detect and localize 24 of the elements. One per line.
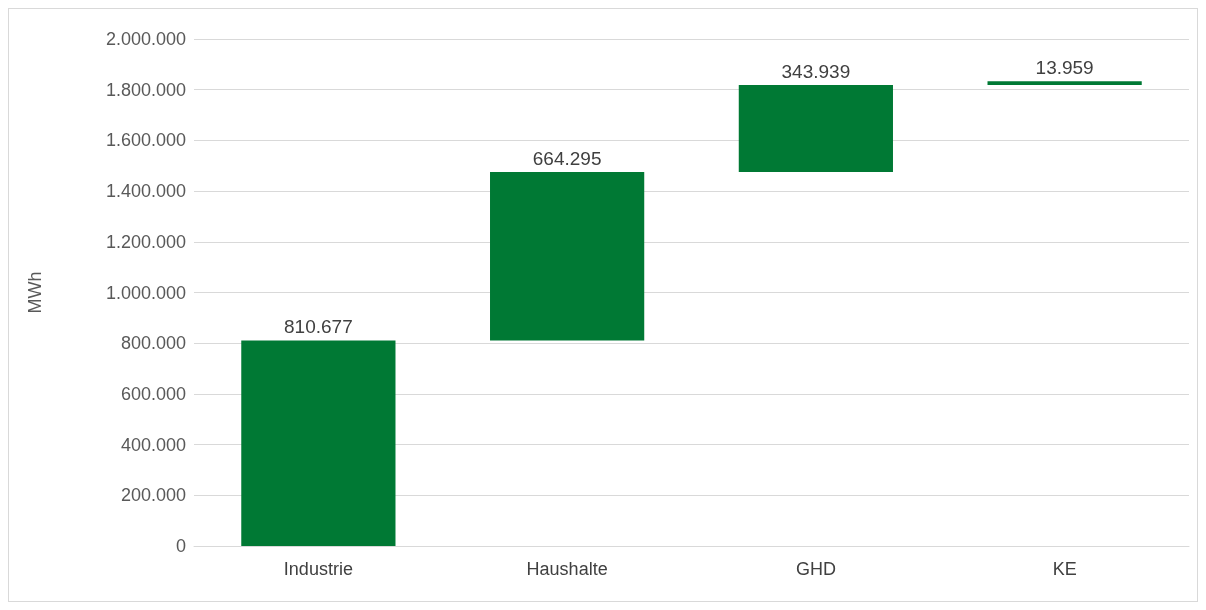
y-axis-title: MWh [25,271,45,314]
y-tick-label: 1.600.000 [105,130,186,151]
x-tick-label: Haushalte [526,559,608,579]
data-label: 810.677 [284,316,353,338]
bar [241,340,396,546]
y-tick-label: 0 [175,536,186,556]
data-label: 343.939 [781,60,851,82]
y-tick-label: 200.000 [120,485,186,506]
data-label: 664.295 [532,148,602,170]
y-tick-label: 400.000 [120,434,186,455]
y-tick-label: 1.400.000 [105,181,186,202]
y-tick-label: 800.000 [120,333,186,354]
bar [987,81,1142,85]
x-tick-label: Industrie [283,559,353,579]
y-tick-label: 1.000.000 [105,282,186,303]
data-label: 13.959 [1035,57,1094,79]
y-tick-label: 1.200.000 [105,231,186,252]
y-tick-label: 600.000 [120,383,186,404]
x-tick-label: KE [1052,559,1077,579]
bar [738,84,893,173]
y-tick-label: 1.800.000 [105,79,186,100]
bar [490,172,645,341]
x-tick-label: GHD [795,559,836,579]
y-tick-label: 2.000.000 [105,29,186,49]
